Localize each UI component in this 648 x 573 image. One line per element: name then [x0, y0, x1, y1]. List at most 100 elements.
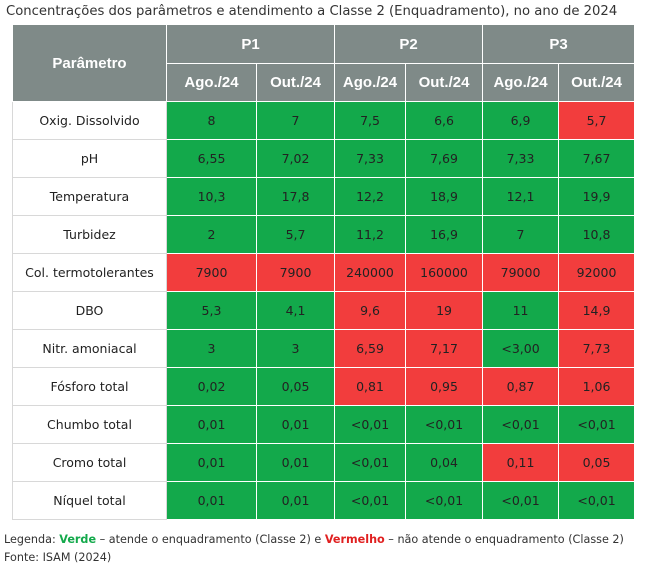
- value-cell: 7,67: [558, 139, 636, 178]
- value-cell: 7900: [166, 253, 257, 292]
- table-row: Turbidez 2 5,7 11,2 16,9 7 10,8: [12, 215, 636, 254]
- value-cell: 19: [405, 291, 484, 330]
- value-cell: 11,2: [334, 215, 407, 254]
- table-row: Col. termotolerantes 7900 7900 240000 160000…: [12, 253, 636, 292]
- value-cell: 7,69: [405, 139, 484, 178]
- param-name-cell: pH: [12, 139, 167, 178]
- value-cell: 3: [255, 329, 336, 368]
- source-note: Fonte: ISAM (2024): [4, 551, 112, 564]
- value-cell: 7,73: [558, 329, 636, 368]
- parameters-table: Parâmetro P1 P2 P3 Ago./24 Out./24 Ago./…: [12, 24, 636, 520]
- value-cell: <0,01: [405, 481, 484, 520]
- legend-green-text: – atende o enquadramento (Classe 2) e: [96, 533, 325, 546]
- value-cell: 5,7: [255, 215, 336, 254]
- param-name-cell: Oxig. Dissolvido: [12, 101, 167, 140]
- subheader-date: Out./24: [255, 63, 336, 102]
- value-cell: 14,9: [558, 291, 636, 330]
- legend-green-word: Verde: [59, 533, 97, 546]
- value-cell: 7,33: [334, 139, 407, 178]
- value-cell: 18,9: [405, 177, 484, 216]
- value-cell: 0,01: [166, 405, 257, 444]
- value-cell: 7,5: [334, 101, 407, 140]
- value-cell: 2: [166, 215, 257, 254]
- value-cell: 0,01: [166, 481, 257, 520]
- table-row: Oxig. Dissolvido 8 7 7,5 6,6 6,9 5,7: [12, 101, 636, 140]
- value-cell: 10,3: [166, 177, 257, 216]
- subheader-date: Ago./24: [166, 63, 257, 102]
- value-cell: <0,01: [334, 443, 407, 482]
- value-cell: 0,05: [255, 367, 336, 406]
- table-row: Cromo total 0,01 0,01 <0,01 0,04 0,11 0,05: [12, 443, 636, 482]
- param-name-cell: Cromo total: [12, 443, 167, 482]
- value-cell: 17,8: [255, 177, 336, 216]
- value-cell: 7: [255, 101, 336, 140]
- group-header-p2: P2: [334, 24, 484, 64]
- table-row: Fósforo total 0,02 0,05 0,81 0,95 0,87 1,06: [12, 367, 636, 406]
- value-cell: <0,01: [334, 405, 407, 444]
- value-cell: 7900: [255, 253, 336, 292]
- value-cell: 0,11: [482, 443, 560, 482]
- param-name-cell: Turbidez: [12, 215, 167, 254]
- value-cell: 9,6: [334, 291, 407, 330]
- value-cell: 0,01: [255, 405, 336, 444]
- value-cell: 3: [166, 329, 257, 368]
- legend: Legenda: Verde – atende o enquadramento …: [4, 533, 624, 546]
- param-name-cell: Chumbo total: [12, 405, 167, 444]
- table-row: Nitr. amoniacal 3 3 6,59 7,17 <3,00 7,73: [12, 329, 636, 368]
- group-header-p3: P3: [482, 24, 636, 64]
- value-cell: 16,9: [405, 215, 484, 254]
- value-cell: <0,01: [405, 405, 484, 444]
- subheader-date: Ago./24: [482, 63, 560, 102]
- table-body: Oxig. Dissolvido 8 7 7,5 6,6 6,9 5,7 pH 6,55 7,02…: [12, 101, 636, 520]
- value-cell: 12,1: [482, 177, 560, 216]
- value-cell: 160000: [405, 253, 484, 292]
- value-cell: 92000: [558, 253, 636, 292]
- param-name-cell: Temperatura: [12, 177, 167, 216]
- subheader-date: Out./24: [558, 63, 636, 102]
- table-title: Concentrações dos parâmetros e atendimen…: [6, 4, 618, 19]
- param-name-cell: Níquel total: [12, 481, 167, 520]
- value-cell: 6,59: [334, 329, 407, 368]
- value-cell: 1,06: [558, 367, 636, 406]
- value-cell: 0,01: [255, 481, 336, 520]
- group-header-p1: P1: [165, 24, 336, 64]
- table-row: Temperatura 10,3 17,8 12,2 18,9 12,1 19,9: [12, 177, 636, 216]
- value-cell: 8: [166, 101, 257, 140]
- value-cell: 7,33: [482, 139, 560, 178]
- subheader-date: Ago./24: [334, 63, 407, 102]
- value-cell: <0,01: [482, 405, 560, 444]
- value-cell: 240000: [334, 253, 407, 292]
- value-cell: 79000: [482, 253, 560, 292]
- param-name-cell: Fósforo total: [12, 367, 167, 406]
- value-cell: <0,01: [334, 481, 407, 520]
- value-cell: 10,8: [558, 215, 636, 254]
- value-cell: 0,81: [334, 367, 407, 406]
- legend-prefix: Legenda:: [4, 533, 60, 546]
- value-cell: 6,55: [166, 139, 257, 178]
- value-cell: 7: [482, 215, 560, 254]
- param-header: Parâmetro: [12, 24, 167, 102]
- value-cell: 0,95: [405, 367, 484, 406]
- value-cell: 5,7: [558, 101, 636, 140]
- value-cell: 12,2: [334, 177, 407, 216]
- value-cell: 5,3: [166, 291, 257, 330]
- value-cell: <0,01: [558, 481, 636, 520]
- value-cell: 4,1: [255, 291, 336, 330]
- value-cell: <3,00: [482, 329, 560, 368]
- subheader-date: Out./24: [405, 63, 484, 102]
- value-cell: 0,01: [166, 443, 257, 482]
- value-cell: 6,6: [405, 101, 484, 140]
- table-row: Chumbo total 0,01 0,01 <0,01 <0,01 <0,01 <0,01: [12, 405, 636, 444]
- value-cell: 0,02: [166, 367, 257, 406]
- value-cell: <0,01: [482, 481, 560, 520]
- table-row: Níquel total 0,01 0,01 <0,01 <0,01 <0,01 <0,01: [12, 481, 636, 520]
- value-cell: 0,87: [482, 367, 560, 406]
- value-cell: 7,02: [255, 139, 336, 178]
- value-cell: 7,17: [405, 329, 484, 368]
- param-name-cell: DBO: [12, 291, 167, 330]
- param-name-cell: Col. termotolerantes: [12, 253, 167, 292]
- value-cell: 19,9: [558, 177, 636, 216]
- value-cell: 0,04: [405, 443, 484, 482]
- value-cell: 11: [482, 291, 560, 330]
- legend-red-word: Vermelho: [324, 533, 385, 546]
